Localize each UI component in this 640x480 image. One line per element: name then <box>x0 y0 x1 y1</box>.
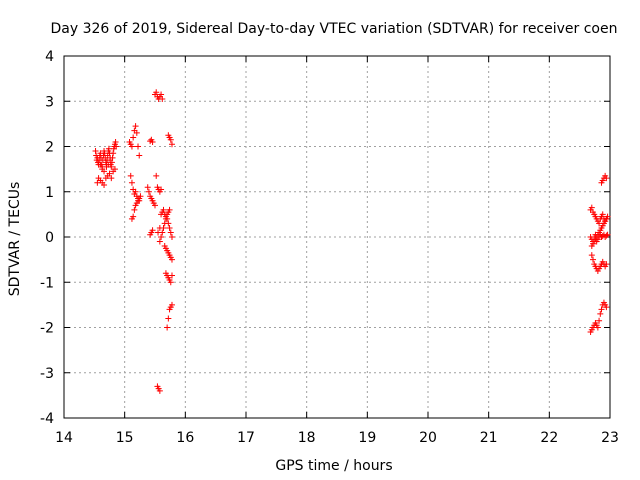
data-point <box>145 188 152 195</box>
data-point <box>168 272 175 279</box>
y-axis-label: SDTVAR / TECUs <box>7 182 23 297</box>
y-tick-labels: -4 -3 -2 -1 0 1 2 3 4 <box>40 49 54 427</box>
data-point <box>166 224 173 231</box>
data-point <box>131 206 138 213</box>
data-point <box>603 215 610 222</box>
y-tick-label: -2 <box>40 321 54 337</box>
data-point <box>167 229 174 236</box>
data-point <box>101 181 108 188</box>
data-point <box>136 195 143 202</box>
data-point <box>107 157 114 164</box>
data-point <box>159 229 166 236</box>
data-point <box>133 129 140 136</box>
data-point <box>167 136 174 143</box>
axis-ticks <box>63 55 611 419</box>
data-point <box>594 324 601 331</box>
x-tick-label: 21 <box>480 430 498 446</box>
data-point <box>167 279 174 286</box>
data-point <box>97 161 104 168</box>
y-tick-label: -1 <box>40 275 54 291</box>
data-point <box>136 152 143 159</box>
data-point <box>112 138 119 145</box>
data-point <box>588 252 595 259</box>
data-point <box>159 95 166 102</box>
data-point <box>168 256 175 263</box>
x-tick-label: 20 <box>419 430 437 446</box>
data-point <box>128 179 135 186</box>
data-point <box>604 231 611 238</box>
y-tick-label: 2 <box>45 140 54 156</box>
data-point <box>105 161 112 168</box>
data-point <box>165 315 172 322</box>
data-point <box>603 261 610 268</box>
data-point <box>130 213 137 220</box>
data-point <box>153 89 160 96</box>
data-point <box>149 227 156 234</box>
data-points <box>92 89 611 394</box>
data-point <box>164 324 171 331</box>
x-axis-label: GPS time / hours <box>275 458 392 474</box>
data-point <box>132 188 139 195</box>
y-tick-label: 0 <box>45 230 54 246</box>
y-tick-label: -3 <box>40 366 54 382</box>
data-point <box>590 256 597 263</box>
data-point <box>588 204 595 211</box>
data-point <box>156 238 163 245</box>
data-point <box>106 170 113 177</box>
data-point <box>166 206 173 213</box>
data-point <box>111 166 118 173</box>
data-point <box>598 306 605 313</box>
data-point <box>92 148 99 155</box>
data-point <box>603 232 610 239</box>
data-point <box>108 175 115 182</box>
x-tick-label: 19 <box>358 430 376 446</box>
data-point <box>158 91 165 98</box>
grid <box>64 56 610 418</box>
data-point <box>127 172 134 179</box>
data-point <box>158 234 165 240</box>
data-point <box>161 220 168 227</box>
y-tick-label: 3 <box>45 94 54 110</box>
y-tick-label: 4 <box>45 49 54 65</box>
data-point <box>101 168 108 175</box>
data-point <box>149 138 156 145</box>
data-point <box>152 202 158 209</box>
data-point <box>168 301 175 308</box>
data-point <box>135 143 142 150</box>
x-tick-label: 15 <box>116 430 134 446</box>
data-point <box>113 143 120 150</box>
data-point <box>130 134 137 141</box>
data-point <box>603 304 610 311</box>
x-tick-label: 14 <box>55 430 73 446</box>
x-tick-labels: 14 15 16 17 18 19 20 21 22 23 <box>55 430 619 446</box>
x-tick-label: 17 <box>237 430 255 446</box>
data-point <box>160 224 167 231</box>
data-point <box>128 143 135 150</box>
data-point <box>596 317 603 324</box>
y-tick-label: 1 <box>45 185 54 201</box>
chart-title: Day 326 of 2019, Sidereal Day-to-day VTE… <box>51 21 618 37</box>
data-point <box>597 310 604 317</box>
x-tick-label: 22 <box>540 430 558 446</box>
data-point <box>153 172 160 179</box>
data-point <box>603 175 610 182</box>
y-tick-label: -4 <box>40 411 54 427</box>
data-point <box>156 387 163 394</box>
data-point <box>110 150 117 157</box>
x-tick-label: 23 <box>601 430 619 446</box>
data-point <box>168 141 175 148</box>
data-point <box>144 184 151 191</box>
x-tick-label: 16 <box>176 430 194 446</box>
data-point <box>599 211 606 218</box>
data-point <box>132 123 139 130</box>
data-point <box>168 234 175 240</box>
data-point <box>162 215 169 222</box>
data-point <box>158 186 165 193</box>
x-tick-label: 18 <box>298 430 316 446</box>
data-point <box>160 206 167 213</box>
